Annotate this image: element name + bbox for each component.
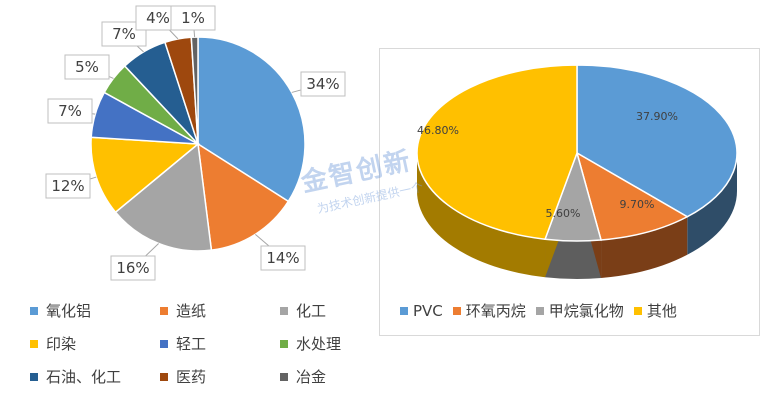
slice-side-2 [601, 216, 688, 279]
legend-item-2: 造纸 [160, 300, 206, 321]
legend-label: 冶金 [296, 368, 327, 386]
data-label-box-3 [110, 255, 156, 281]
data-label-4: 12% [51, 177, 84, 195]
legend-swatch [280, 306, 288, 315]
legend-label: PVC [413, 301, 443, 320]
data-label-5: 7% [58, 102, 82, 120]
legend-swatch [633, 306, 642, 315]
legend-swatch [30, 306, 38, 315]
legend-label: 其他 [646, 302, 677, 320]
slice-side-3 [545, 239, 602, 279]
legend-item-5: 轻工 [160, 333, 206, 354]
legend-item-9: 冶金 [280, 366, 326, 387]
chlor-pie-chart-3d: 37.90% 9.70% 5.60% 46.80% [416, 64, 738, 279]
data-label-box-5 [47, 98, 93, 124]
legend-item-2: 环氧丙烷 [452, 300, 526, 321]
slice-4 [90, 136, 200, 214]
slice-side-4 [417, 153, 546, 278]
slice-top-2 [575, 151, 689, 241]
legend-swatch [160, 306, 168, 315]
slice-top-4 [416, 64, 578, 241]
data-label-box-1 [300, 71, 346, 97]
data-label-box-4 [45, 173, 91, 199]
legend-item-6: 水处理 [280, 333, 341, 354]
legend-item-4: 印染 [30, 333, 76, 354]
legend-label: 化工 [296, 302, 327, 320]
legend-item-8: 医药 [160, 366, 206, 387]
legend-label: 造纸 [176, 302, 207, 320]
legend-label: 印染 [46, 335, 77, 353]
data-label-7: 7% [112, 25, 136, 43]
legend-swatch [280, 372, 288, 381]
data-label-3: 16% [116, 259, 149, 277]
data-label-4: 46.80% [417, 124, 459, 137]
legend-label: 甲烷氯化物 [548, 302, 624, 320]
data-label-8: 4% [146, 9, 170, 27]
data-label-box-6 [64, 54, 110, 80]
legend-label: 氧化铝 [46, 302, 92, 320]
industry-pie-chart: 34% 14% 16% 12% 7% 5% 7% 4% 1% [45, 5, 346, 281]
watermark-logo: 金智创新 为技术创新提供一个 [299, 146, 425, 216]
legend-item-4: 其他 [633, 300, 677, 321]
legend-swatch [30, 372, 38, 381]
legend-swatch [280, 339, 288, 348]
legend-swatch [30, 339, 38, 348]
legend-item-1: 氧化铝 [30, 300, 91, 321]
legend-swatch [452, 306, 461, 315]
slice-2 [197, 142, 290, 251]
data-label-3: 5.60% [546, 207, 581, 220]
legend-item-7: 石油、化工 [30, 366, 121, 387]
legend-label: 石油、化工 [46, 368, 122, 386]
slice-side-1 [687, 153, 737, 255]
legend-item-3: 化工 [280, 300, 326, 321]
legend-swatch [535, 306, 544, 315]
legend-swatch [160, 372, 168, 381]
slice-3 [114, 142, 213, 252]
legend-label: 环氧丙烷 [465, 302, 526, 320]
data-label-9: 1% [181, 9, 205, 27]
data-label-box-2 [260, 245, 306, 271]
data-label-6: 5% [75, 58, 99, 76]
chart2-frame [379, 48, 760, 336]
legend-item-3: 甲烷氯化物 [535, 300, 624, 321]
data-label-1: 34% [306, 75, 339, 93]
data-label-box-9 [170, 5, 216, 31]
slice-top-1 [576, 64, 738, 218]
legend-swatch [160, 339, 168, 348]
legend-item-1: PVC [400, 300, 443, 321]
data-label-1: 37.90% [636, 110, 678, 123]
legend-chart1: 氧化铝 造纸 化工印染 轻工 水处理石油、化工 医药 冶金 [30, 300, 360, 400]
legend-chart2: PVC 环氧丙烷 甲烷氯化物 其他 [400, 300, 677, 321]
data-label-2: 14% [266, 249, 299, 267]
data-label-2: 9.70% [620, 198, 655, 211]
legend-label: 轻工 [176, 335, 207, 353]
legend-label: 医药 [176, 368, 207, 386]
legend-label: 水处理 [296, 335, 342, 353]
legend-swatch [400, 306, 408, 315]
